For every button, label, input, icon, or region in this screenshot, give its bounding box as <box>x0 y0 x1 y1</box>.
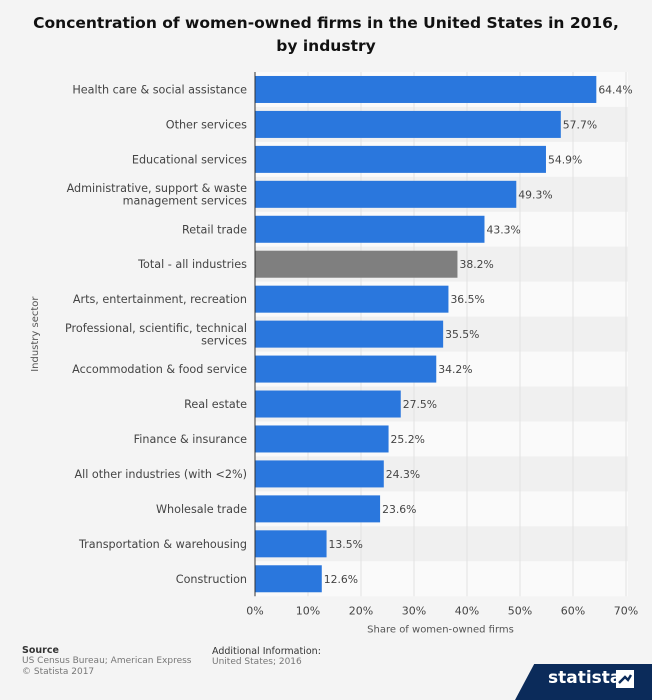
x-axis-title: Share of women-owned firms <box>367 624 514 635</box>
category-label: Real estate <box>184 398 247 411</box>
x-tick-label: 40% <box>455 604 479 617</box>
bar[interactable] <box>255 110 561 138</box>
category-label: Administrative, support & waste managemen… <box>67 182 248 208</box>
bar[interactable] <box>255 565 322 593</box>
chart-title: Concentration of women-owned firms in th… <box>33 14 619 55</box>
category-label: Wholesale trade <box>156 503 247 516</box>
data-label: 24.3% <box>386 468 420 481</box>
data-label: 38.2% <box>459 258 493 271</box>
category-label: Total - all industries <box>137 258 247 271</box>
data-label: 34.2% <box>438 363 472 376</box>
bar[interactable] <box>255 460 384 488</box>
x-tick-label: 70% <box>614 604 638 617</box>
data-label: 43.3% <box>486 223 520 236</box>
copyright-line: © Statista 2017 <box>22 667 95 677</box>
category-labels: Health care & social assistance Other ser… <box>65 83 247 585</box>
brand-logo-text[interactable]: statista <box>548 668 622 688</box>
x-tick-label: 60% <box>561 604 585 617</box>
data-label: 49.3% <box>518 188 552 201</box>
category-label: All other industries (with <2%) <box>74 468 247 481</box>
data-label: 27.5% <box>403 398 437 411</box>
bar[interactable] <box>255 250 458 278</box>
category-label: Educational services <box>132 153 247 166</box>
category-label: Finance & insurance <box>134 433 247 446</box>
additional-info-block: Additional Information: United States; 2… <box>212 646 321 668</box>
x-tick-label: 30% <box>402 604 426 617</box>
bar[interactable] <box>255 425 389 453</box>
bar[interactable] <box>255 390 401 418</box>
category-label: Construction <box>176 573 247 586</box>
data-label: 36.5% <box>450 293 484 306</box>
data-label: 57.7% <box>563 118 597 131</box>
bar[interactable] <box>255 215 485 243</box>
category-label: Retail trade <box>182 223 247 236</box>
category-label: Transportation & warehousing <box>78 538 247 551</box>
category-label: Professional, scientific, technical servi… <box>65 322 247 348</box>
additional-info-heading: Additional Information: <box>212 646 321 657</box>
data-label: 25.2% <box>391 433 425 446</box>
source-block: Source US Census Bureau; American Expres… <box>22 645 192 678</box>
bar[interactable] <box>255 495 381 523</box>
category-label: Health care & social assistance <box>72 83 247 96</box>
x-tick-label: 0% <box>246 604 263 617</box>
x-tick-label: 50% <box>508 604 532 617</box>
data-label: 64.4% <box>598 83 632 96</box>
statista-logo-icon <box>616 670 634 688</box>
x-tick-label: 20% <box>349 604 373 617</box>
bar-chart: Health care & social assistance Other ser… <box>30 72 638 635</box>
y-axis-title: Industry sector <box>30 296 41 372</box>
bars <box>255 75 597 593</box>
additional-info-line: United States; 2016 <box>212 657 302 667</box>
x-tick-label: 10% <box>296 604 320 617</box>
bar[interactable] <box>255 320 444 348</box>
source-line: US Census Bureau; American Express <box>22 656 192 666</box>
data-label: 23.6% <box>382 503 416 516</box>
data-label: 12.6% <box>324 573 358 586</box>
bar[interactable] <box>255 285 449 313</box>
bar[interactable] <box>255 355 437 383</box>
data-label: 54.9% <box>548 153 582 166</box>
bar[interactable] <box>255 180 517 208</box>
bar[interactable] <box>255 75 597 103</box>
data-label: 13.5% <box>329 538 363 551</box>
category-label: Accommodation & food service <box>72 363 247 376</box>
x-tick-labels: 0% 10% 20% 30% 40% 50% 60% 70% <box>246 604 638 617</box>
bar[interactable] <box>255 530 327 558</box>
value-labels: 64.4% 57.7% 54.9% 49.3% 43.3% 38.2% 36.5% 35.5%… <box>324 83 633 585</box>
data-label: 35.5% <box>445 328 479 341</box>
source-heading: Source <box>22 645 59 656</box>
bar[interactable] <box>255 145 546 173</box>
category-label: Arts, entertainment, recreation <box>73 293 247 306</box>
category-label: Other services <box>166 118 247 131</box>
